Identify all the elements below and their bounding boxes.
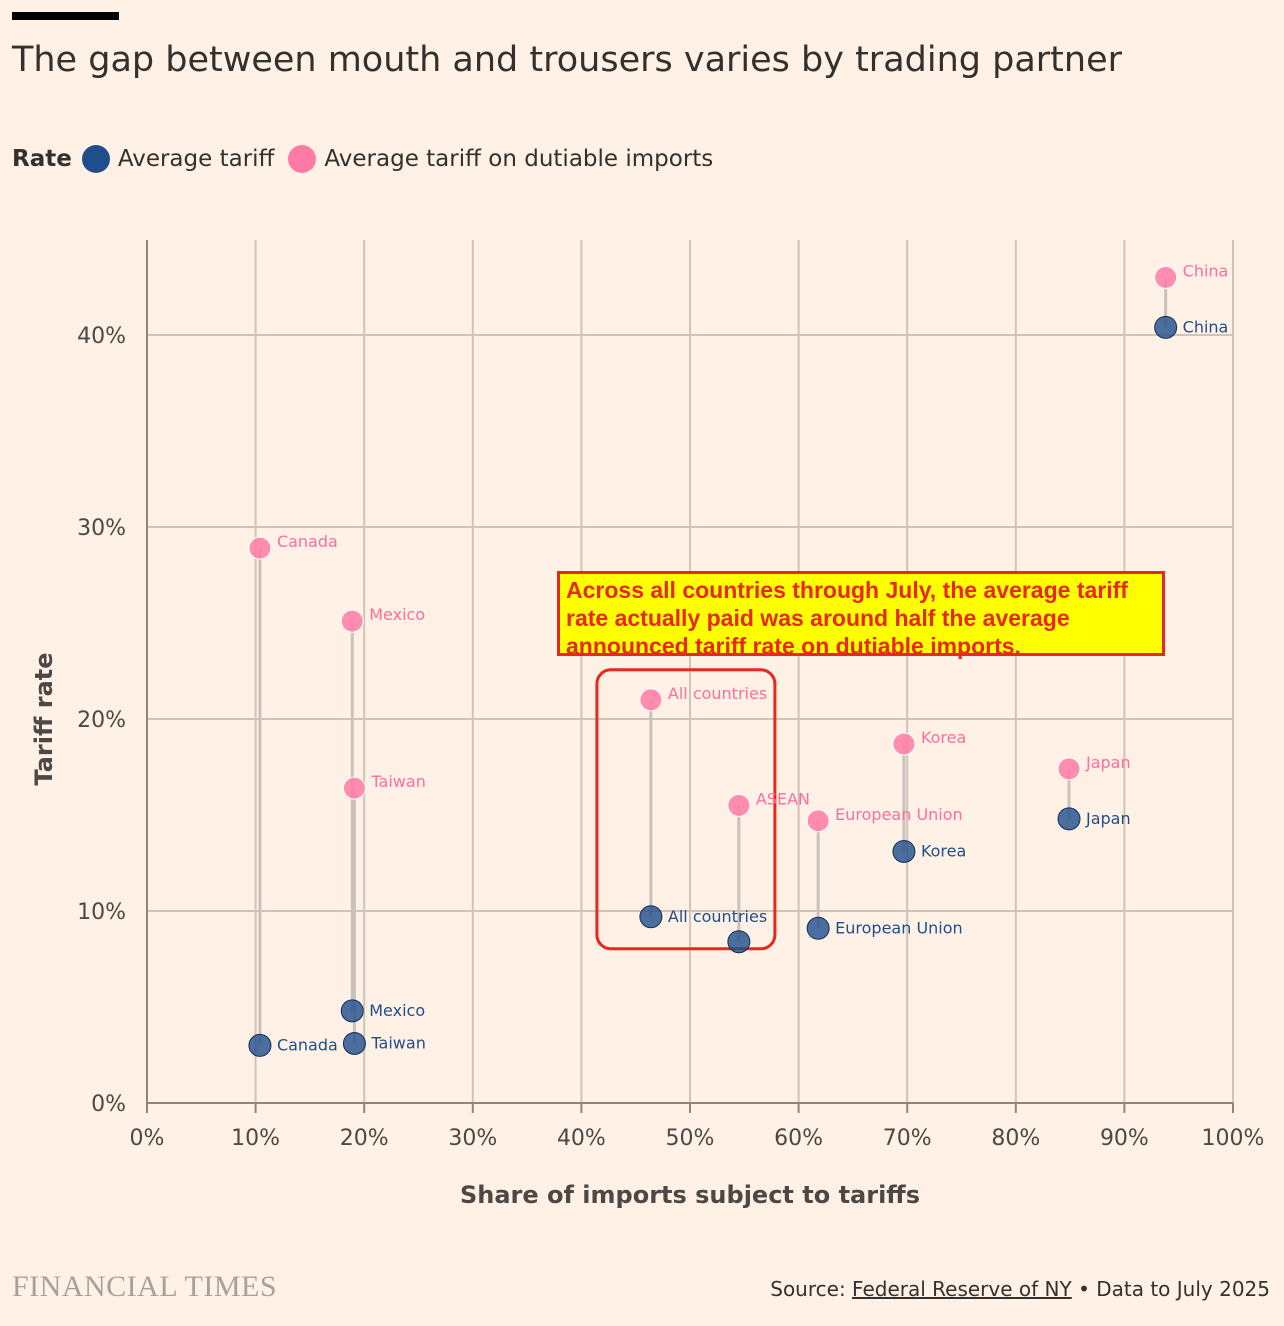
y-tick-label: 10% — [77, 900, 126, 925]
average-point — [639, 905, 663, 929]
dutiable-label: Japan — [1085, 753, 1131, 772]
average-label: Korea — [921, 841, 966, 860]
average-point — [1057, 807, 1081, 831]
x-tick-label: 70% — [883, 1126, 932, 1151]
annotation-box: Across all countries through July, the a… — [557, 571, 1165, 659]
label-layer: Canada Canada Mexico Mexico Taiwan Taiwan All … — [277, 261, 1228, 1054]
average-label: China — [1183, 317, 1229, 336]
point-layer — [248, 265, 1178, 1057]
legend-label-average-tariff: Average tariff — [117, 146, 275, 172]
legend-dot-average-tariff — [81, 145, 110, 173]
dutiable-point — [340, 609, 364, 633]
ft-logo: FINANCIAL TIMES — [12, 1270, 278, 1303]
dutiable-label: Canada — [277, 532, 338, 551]
dutiable-label: China — [1183, 261, 1229, 280]
dutiable-point — [1057, 757, 1081, 781]
source-link[interactable]: Federal Reserve of NY — [852, 1277, 1072, 1301]
dutiable-label: Korea — [921, 728, 966, 747]
x-axis-title: Share of imports subject to tariffs — [460, 1181, 920, 1209]
x-tick-label: 0% — [130, 1126, 165, 1151]
highlight-box — [595, 668, 777, 951]
average-point — [340, 999, 364, 1023]
legend-label-dutiable: Average tariff on dutiable imports — [324, 146, 714, 172]
legend-title: Rate — [12, 146, 72, 172]
x-tick-label: 40% — [557, 1126, 606, 1151]
dutiable-label: All countries — [668, 684, 767, 703]
average-label: Canada — [277, 1035, 338, 1054]
average-point — [248, 1033, 272, 1057]
average-point — [806, 916, 830, 940]
axis-layer: 0% 10% 20% 30% 40% 50% 60% 70% 80% 90% 100% 0% 10% 20… — [30, 240, 1264, 1209]
x-tick-label: 100% — [1202, 1126, 1265, 1151]
average-label: All countries — [668, 907, 767, 926]
y-tick-label: 40% — [77, 324, 126, 349]
dutiable-point — [1154, 265, 1178, 289]
dutiable-point — [806, 809, 830, 833]
average-point — [342, 1031, 366, 1055]
x-tick-label: 60% — [774, 1126, 823, 1151]
average-label: Mexico — [369, 1001, 425, 1020]
x-tick-label: 20% — [340, 1126, 389, 1151]
dutiable-label: European Union — [835, 805, 963, 824]
grid-layer — [147, 240, 1234, 1103]
y-tick-label: 0% — [91, 1092, 126, 1117]
y-tick-label: 30% — [77, 516, 126, 541]
dutiable-point — [342, 776, 366, 800]
connector-layer — [258, 277, 1168, 1046]
average-point — [727, 930, 751, 954]
dutiable-point — [892, 732, 916, 756]
average-point — [892, 839, 916, 863]
average-label: European Union — [835, 918, 963, 937]
x-tick-label: 10% — [231, 1126, 280, 1151]
legend-dot-dutiable — [288, 145, 317, 173]
average-label: Taiwan — [370, 1033, 425, 1052]
average-point — [1154, 315, 1178, 339]
dutiable-point — [248, 536, 272, 560]
y-tick-label: 20% — [77, 708, 126, 733]
x-tick-label: 50% — [666, 1126, 715, 1151]
dutiable-label: ASEAN — [756, 789, 810, 808]
dutiable-label: Taiwan — [370, 772, 425, 791]
scatter-chart: 0% 10% 20% 30% 40% 50% 60% 70% 80% 90% 100% 0% 10% 20… — [30, 240, 1264, 1209]
source-suffix: • Data to July 2025 — [1071, 1277, 1270, 1301]
ft-top-bar — [12, 12, 119, 20]
source-note: Source: Federal Reserve of NY • Data to … — [770, 1277, 1270, 1301]
x-tick-label: 30% — [448, 1126, 497, 1151]
y-axis-title: Tariff rate — [30, 652, 58, 785]
x-tick-label: 90% — [1100, 1126, 1149, 1151]
source-prefix: Source: — [770, 1277, 853, 1301]
average-label: Japan — [1085, 809, 1131, 828]
dutiable-point — [727, 793, 751, 817]
dutiable-label: Mexico — [369, 605, 425, 624]
chart-title: The gap between mouth and trousers varie… — [12, 40, 1122, 80]
highlight-layer — [595, 668, 777, 951]
legend: Rate Average tariff Average tariff on du… — [12, 143, 727, 175]
x-tick-label: 80% — [991, 1126, 1040, 1151]
dutiable-point — [639, 688, 663, 712]
